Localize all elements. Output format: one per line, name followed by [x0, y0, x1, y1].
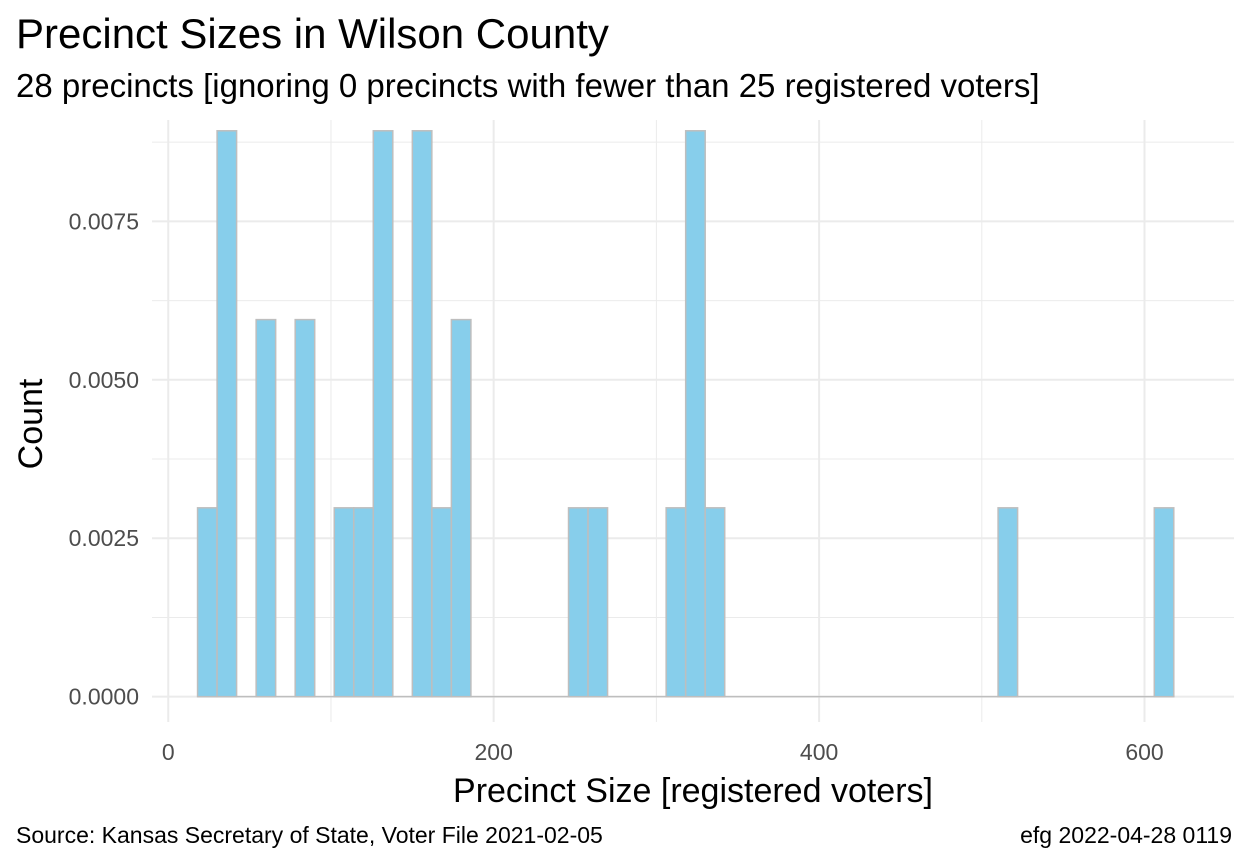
y-tick-label: 0.0000	[69, 684, 139, 710]
y-tick-label: 0.0025	[69, 525, 139, 551]
y-tick-label: 0.0050	[69, 367, 139, 393]
histogram-bar	[587, 507, 609, 698]
histogram-bar	[997, 507, 1019, 698]
y-axis-label: Count	[12, 378, 50, 469]
x-tick-label: 200	[474, 739, 512, 765]
histogram-bar	[567, 507, 589, 698]
source-caption: Source: Kansas Secretary of State, Voter…	[16, 822, 603, 848]
histogram-bar	[255, 318, 277, 698]
x-axis-label: Precinct Size [registered voters]	[453, 772, 933, 810]
y-axis-ticks: 0.0000 0.0025 0.0050 0.0075	[69, 208, 139, 709]
author-caption: efg 2022-04-28 0119	[1020, 822, 1232, 848]
chart-title: Precinct Sizes in Wilson County	[16, 10, 609, 57]
histogram-bar	[431, 507, 453, 698]
y-tick-label: 0.0075	[69, 208, 139, 234]
chart-subtitle: 28 precincts [ignoring 0 precincts with …	[16, 67, 1040, 104]
histogram-bar	[216, 130, 238, 698]
x-tick-label: 400	[800, 739, 838, 765]
histogram-bar	[450, 318, 472, 698]
histogram-bars	[196, 130, 1175, 698]
histogram-bar	[196, 507, 218, 698]
histogram-bar	[411, 130, 433, 698]
histogram-bar	[1153, 507, 1175, 698]
histogram-bar	[294, 318, 316, 698]
x-tick-label: 0	[162, 739, 175, 765]
x-tick-label: 600	[1125, 739, 1163, 765]
histogram-bar	[353, 507, 375, 698]
histogram-bar	[684, 130, 706, 698]
histogram-bar	[665, 507, 687, 698]
x-axis-ticks: 0 200 400 600	[162, 739, 1164, 765]
histogram-bar	[372, 130, 394, 698]
histogram-bar	[704, 507, 726, 698]
histogram-bar	[333, 507, 355, 698]
